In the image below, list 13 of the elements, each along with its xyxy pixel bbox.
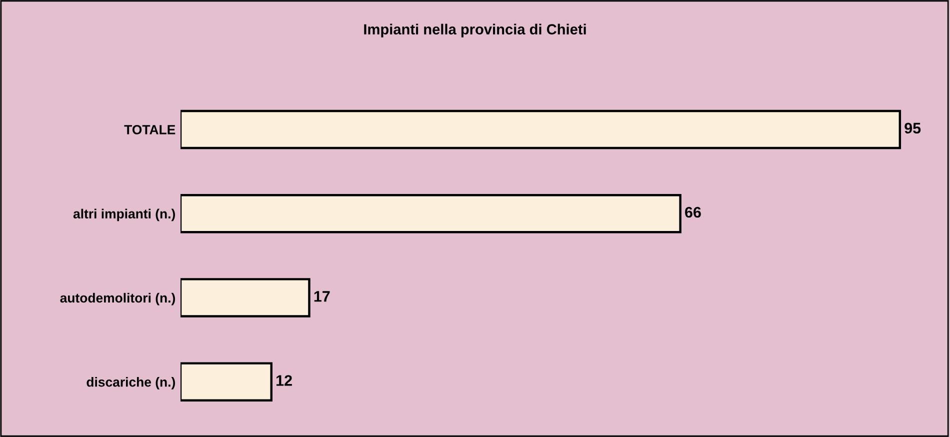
y-tick-label: autodemolitori (n.) [60, 292, 175, 306]
bar [180, 278, 310, 318]
y-tick-label: discariche (n.) [86, 377, 175, 390]
bar [180, 362, 272, 402]
data-label: 95 [904, 122, 921, 134]
bar [180, 194, 682, 234]
chart-title: Impianti nella provincia di Chieti [364, 24, 586, 38]
data-label: 12 [276, 375, 292, 386]
data-label: 66 [685, 206, 701, 218]
y-tick-label: TOTALE [124, 125, 176, 134]
y-tick-label: altri impianti (n.) [73, 208, 175, 222]
data-label: 17 [314, 291, 330, 302]
bar [180, 110, 902, 150]
